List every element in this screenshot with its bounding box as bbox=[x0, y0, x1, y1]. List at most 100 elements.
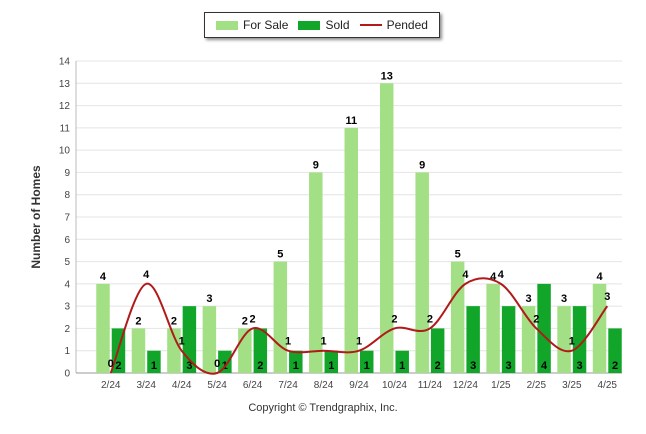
y-tick-label: 5 bbox=[64, 257, 70, 268]
data-label-pended: 1 bbox=[179, 336, 185, 348]
bar-for-sale bbox=[557, 306, 571, 373]
bar-sold bbox=[501, 306, 516, 373]
data-label-sold: 3 bbox=[186, 360, 192, 372]
copyright-text: Copyright © Trendgraphix, Inc. bbox=[248, 402, 398, 414]
bar-sold bbox=[360, 350, 374, 373]
bar-for-sale bbox=[415, 172, 429, 373]
y-tick-label: 11 bbox=[60, 123, 71, 134]
data-label-for-sale: 3 bbox=[526, 293, 532, 305]
bar-sold bbox=[608, 328, 622, 373]
y-tick-label: 8 bbox=[64, 190, 70, 201]
y-tick-label: 1 bbox=[64, 346, 70, 357]
data-label-for-sale: 9 bbox=[419, 159, 425, 171]
data-label-pended: 4 bbox=[462, 269, 469, 281]
data-label-sold: 1 bbox=[328, 360, 334, 372]
data-label-pended: 1 bbox=[285, 336, 291, 348]
x-tick-label: 1/25 bbox=[491, 380, 511, 391]
data-label-for-sale: 3 bbox=[561, 293, 567, 305]
y-tick-label: 0 bbox=[64, 369, 70, 380]
data-label-sold: 2 bbox=[435, 360, 441, 372]
bar-sold bbox=[537, 283, 551, 373]
y-tick-label: 12 bbox=[59, 101, 71, 112]
data-label-for-sale: 4 bbox=[100, 271, 107, 283]
bar-for-sale bbox=[344, 127, 358, 373]
y-tick-label: 14 bbox=[59, 57, 71, 68]
bar-for-sale bbox=[131, 328, 146, 373]
legend-item-pended: Pended bbox=[359, 18, 428, 32]
x-tick-label: 9/24 bbox=[349, 380, 369, 391]
x-tick-label: 3/24 bbox=[136, 380, 156, 391]
data-label-for-sale: 4 bbox=[490, 271, 497, 283]
chart-legend: For Sale Sold Pended bbox=[204, 12, 440, 38]
x-tick-label: 3/25 bbox=[562, 380, 582, 391]
data-label-sold: 4 bbox=[541, 360, 548, 372]
data-label-for-sale: 4 bbox=[596, 271, 603, 283]
y-tick-label: 2 bbox=[64, 324, 70, 335]
bar-sold bbox=[324, 350, 339, 373]
legend-label-pended: Pended bbox=[386, 18, 428, 32]
bar-for-sale bbox=[273, 261, 288, 373]
x-tick-label: 7/24 bbox=[278, 380, 298, 391]
bar-for-sale bbox=[309, 172, 323, 373]
data-label-pended: 2 bbox=[250, 313, 256, 325]
y-tick-label: 4 bbox=[64, 279, 70, 290]
data-label-pended: 0 bbox=[108, 358, 114, 370]
x-tick-label: 2/24 bbox=[101, 380, 121, 391]
bar-for-sale bbox=[96, 283, 110, 373]
line-pended bbox=[109, 277, 609, 375]
y-tick-label: 13 bbox=[59, 79, 71, 90]
bar-sold bbox=[395, 350, 409, 373]
legend-swatch-pended bbox=[359, 24, 382, 26]
x-tick-label: 10/24 bbox=[382, 380, 407, 391]
x-tick-label: 11/24 bbox=[418, 380, 443, 391]
bar-for-sale bbox=[379, 83, 394, 374]
data-label-sold: 1 bbox=[151, 360, 157, 372]
x-tick-label: 4/25 bbox=[598, 380, 618, 391]
data-label-sold: 1 bbox=[399, 360, 405, 372]
x-tick-label: 2/25 bbox=[527, 380, 547, 391]
data-label-sold: 2 bbox=[115, 360, 121, 372]
bar-for-sale bbox=[167, 328, 181, 373]
data-label-pended: 2 bbox=[391, 313, 397, 325]
legend-swatch-sold bbox=[298, 20, 321, 30]
data-label-sold: 1 bbox=[364, 360, 370, 372]
x-tick-label: 6/24 bbox=[243, 380, 263, 391]
data-label-sold: 3 bbox=[576, 360, 582, 372]
y-tick-label: 9 bbox=[64, 168, 70, 179]
y-axis-title: Number of Homes bbox=[29, 165, 43, 269]
bar-sold bbox=[430, 328, 445, 373]
data-label-for-sale: 9 bbox=[313, 159, 319, 171]
data-label-pended: 4 bbox=[498, 269, 505, 281]
legend-label-sold: Sold bbox=[325, 18, 350, 32]
bar-for-sale bbox=[592, 283, 607, 373]
data-label-pended: 1 bbox=[320, 336, 326, 348]
bar-sold bbox=[147, 350, 161, 373]
data-label-pended: 3 bbox=[604, 291, 610, 303]
data-label-pended: 4 bbox=[143, 269, 150, 281]
data-label-sold: 3 bbox=[470, 360, 476, 372]
bar-for-sale bbox=[486, 283, 500, 373]
data-label-for-sale: 13 bbox=[381, 70, 393, 82]
y-tick-label: 7 bbox=[64, 213, 70, 224]
data-label-pended: 0 bbox=[214, 358, 220, 370]
data-label-for-sale: 2 bbox=[171, 315, 177, 327]
y-tick-label: 10 bbox=[59, 146, 71, 157]
data-label-pended: 1 bbox=[569, 336, 575, 348]
bar-sold bbox=[289, 350, 303, 373]
legend-item-for-sale: For Sale bbox=[216, 18, 288, 32]
x-tick-label: 5/24 bbox=[207, 380, 227, 391]
data-label-pended: 1 bbox=[356, 336, 362, 348]
bar-sold bbox=[466, 306, 480, 373]
data-label-for-sale: 11 bbox=[345, 115, 357, 127]
data-label-for-sale: 3 bbox=[206, 293, 212, 305]
data-label-sold: 2 bbox=[257, 360, 263, 372]
data-label-pended: 2 bbox=[427, 313, 433, 325]
y-tick-label: 6 bbox=[64, 235, 70, 246]
data-label-sold: 1 bbox=[293, 360, 299, 372]
bar-sold bbox=[253, 328, 268, 373]
bar-sold bbox=[572, 306, 587, 373]
data-label-for-sale: 2 bbox=[242, 315, 248, 327]
legend-swatch-for-sale bbox=[216, 20, 239, 30]
y-tick-label: 3 bbox=[64, 302, 70, 313]
